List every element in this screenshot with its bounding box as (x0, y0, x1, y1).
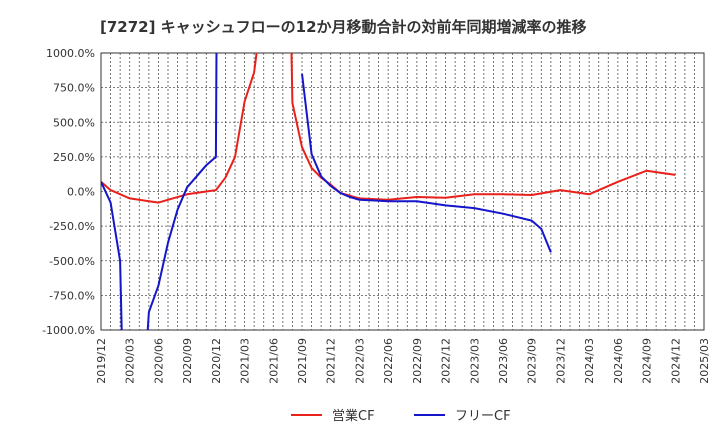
x-tick-label: 2020/06 (152, 338, 165, 384)
x-tick-label: 2025/03 (698, 338, 711, 384)
legend-label-free-cf: フリーCF (455, 409, 511, 424)
x-tick-label: 2023/03 (468, 338, 481, 384)
y-tick-label: 750.0% (53, 82, 95, 95)
y-tick-label: -1000.0% (42, 324, 95, 337)
chart-title: [7272] キャッシュフローの12か月移動合計の対前年同期増減率の推移 (100, 18, 587, 36)
x-tick-label: 2024/09 (641, 338, 654, 384)
x-tick-label: 2021/03 (239, 338, 252, 384)
y-axis-ticks: 1000.0% 750.0% 500.0% 250.0% 0.0% -250.0% -500… (42, 47, 95, 337)
y-tick-label: 0.0% (67, 186, 95, 199)
y-tick-label: 1000.0% (46, 47, 95, 60)
y-tick-label: 250.0% (53, 151, 95, 164)
x-tick-label: 2022/06 (382, 338, 395, 384)
x-tick-label: 2023/06 (497, 338, 510, 384)
x-tick-label: 2022/12 (440, 338, 453, 384)
x-tick-label: 2021/12 (325, 338, 338, 384)
x-tick-label: 2022/09 (411, 338, 424, 384)
x-tick-label: 2022/03 (353, 338, 366, 384)
x-tick-label: 2021/09 (296, 338, 309, 384)
series-line-operating-cf (101, 53, 676, 204)
x-tick-label: 2024/12 (669, 338, 682, 384)
x-tick-label: 2021/06 (267, 338, 280, 384)
y-tick-label: 500.0% (53, 116, 95, 129)
series-line-free-cf (101, 181, 123, 330)
y-tick-label: -250.0% (49, 220, 95, 233)
x-tick-label: 2020/03 (124, 338, 137, 384)
legend-label-operating-cf: 営業CF (332, 408, 375, 424)
x-tick-label: 2023/09 (526, 338, 539, 384)
x-tick-label: 2024/06 (612, 338, 625, 384)
x-tick-label: 2024/03 (583, 338, 596, 384)
y-tick-label: -750.0% (49, 289, 95, 302)
plot-area-frame (100, 52, 705, 331)
series-line-free-cf (146, 53, 218, 330)
x-tick-label: 2019/12 (95, 338, 108, 384)
legend: 営業CF フリーCF (291, 408, 511, 424)
series-line-free-cf (301, 73, 552, 253)
x-tick-label: 2020/12 (210, 338, 223, 384)
series-layer (101, 53, 676, 330)
x-axis-ticks: 2019/12 2020/03 2020/06 2020/09 2020/12 2021/… (95, 338, 711, 384)
y-tick-label: -500.0% (49, 255, 95, 268)
x-tick-label: 2023/12 (554, 338, 567, 384)
x-tick-label: 2020/09 (181, 338, 194, 384)
grid (100, 52, 705, 331)
